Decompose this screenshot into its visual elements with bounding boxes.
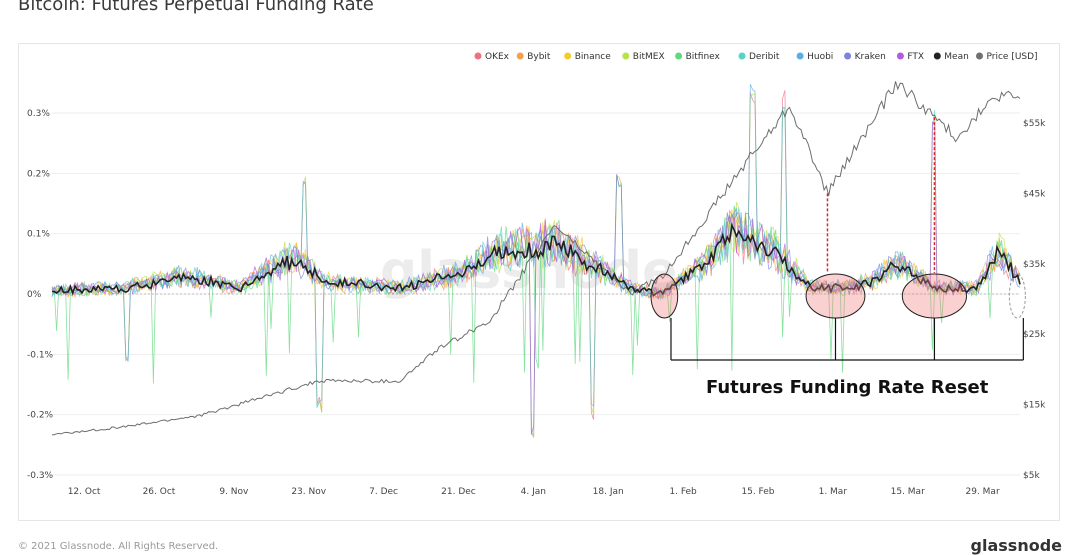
legend-swatch (738, 52, 746, 60)
highlight-ellipse (1008, 273, 1026, 319)
legend-label: Bybit (527, 52, 551, 62)
x-tick-label: 18. Jan (593, 487, 624, 497)
legend-label: Mean (944, 52, 969, 62)
price-line (51, 81, 1021, 436)
mean-line (51, 222, 1021, 297)
x-tick-label: 15. Mar (891, 487, 925, 497)
chart-frame (18, 43, 1060, 521)
series-line-bitfinex (51, 174, 1021, 384)
legend-swatch (844, 52, 852, 60)
legend-label: Binance (575, 52, 612, 62)
y-right-tick-label: $5k (1023, 471, 1040, 481)
legend-item-mean[interactable]: Mean (933, 52, 969, 62)
legend-item-deribit[interactable]: Deribit (738, 52, 780, 62)
x-tick-label: 7. Dec (369, 487, 398, 497)
y-left-tick-label: 0.3% (27, 109, 50, 119)
legend-label: OKEx (485, 52, 510, 62)
legend-swatch (976, 52, 983, 60)
legend[interactable]: OKEx Bybit Binance BitMEX Bitfinex Deribit Huo… (474, 52, 1038, 62)
x-tick-label: 1. Mar (819, 487, 848, 497)
legend-swatch (933, 52, 941, 60)
y-right-tick-label: $35k (1023, 260, 1046, 270)
legend-item-ftx[interactable]: FTX (896, 52, 924, 62)
legend-swatch (896, 52, 904, 60)
legend-swatch (622, 52, 630, 60)
legend-swatch (796, 52, 804, 60)
legend-item-bitfinex[interactable]: Bitfinex (675, 52, 721, 62)
highlight-ellipse (650, 273, 679, 319)
y-left-tick-label: -0.1% (27, 350, 54, 360)
highlight-ellipse (805, 273, 866, 319)
x-tick-label: 29. Mar (965, 487, 999, 497)
x-tick-label: 23. Nov (291, 487, 326, 497)
legend-item-kraken[interactable]: Kraken (844, 52, 886, 62)
legend-item-bybit[interactable]: Bybit (516, 52, 551, 62)
legend-swatch (474, 52, 482, 60)
x-tick-label: 12. Oct (68, 487, 101, 497)
legend-swatch (516, 52, 524, 60)
y-right-tick-label: $45k (1023, 189, 1046, 199)
brand-logo: glassnode (970, 536, 1062, 555)
x-tick-label: 15. Feb (741, 487, 774, 497)
legend-label: Deribit (749, 52, 780, 62)
legend-item-binance[interactable]: Binance (564, 52, 611, 62)
x-tick-label: 1. Feb (669, 487, 697, 497)
reset-annotation: Futures Funding Rate Reset (650, 117, 1026, 398)
annotation-label: Futures Funding Rate Reset (706, 377, 989, 398)
legend-label: Kraken (855, 52, 886, 62)
legend-label: FTX (907, 52, 924, 62)
y-left-tick-label: -0.2% (27, 411, 54, 421)
legend-swatch (564, 52, 572, 60)
legend-item-price-usd[interactable]: Price [USD] (976, 52, 1038, 62)
legend-label: Price [USD] (987, 52, 1038, 62)
legend-item-huobi[interactable]: Huobi (796, 52, 834, 62)
x-tick-label: 26. Oct (143, 487, 176, 497)
legend-swatch (675, 52, 683, 60)
mean-series (51, 222, 1021, 297)
y-axis-left: 0.3% 0.2% 0.1% 0% -0.1% -0.2% -0.3% (27, 109, 54, 481)
copyright-text: © 2021 Glassnode. All Rights Reserved. (18, 541, 219, 552)
y-left-tick-label: 0% (27, 290, 42, 300)
legend-item-okex[interactable]: OKEx (474, 52, 510, 62)
x-axis: 12. Oct 26. Oct 9. Nov 23. Nov 7. Dec 21. Dec… (68, 487, 1000, 497)
legend-item-bitmex[interactable]: BitMEX (622, 52, 665, 62)
page-title: Bitcoin: Futures Perpetual Funding Rate (18, 0, 374, 15)
legend-label: BitMEX (633, 52, 665, 62)
legend-label: Huobi (807, 52, 833, 62)
x-tick-label: 21. Dec (441, 487, 476, 497)
y-right-tick-label: $15k (1023, 401, 1046, 411)
y-right-tick-label: $25k (1023, 330, 1046, 340)
legend-label: Bitfinex (686, 52, 721, 62)
y-right-tick-label: $55k (1023, 119, 1046, 129)
y-axis-right: $55k $45k $35k $25k $15k $5k (1023, 119, 1046, 481)
highlight-ellipse (901, 273, 968, 319)
y-left-tick-label: -0.3% (27, 471, 54, 481)
y-left-tick-label: 0.1% (27, 230, 50, 240)
x-tick-label: 4. Jan (521, 487, 546, 497)
price-series (51, 81, 1021, 436)
y-left-tick-label: 0.2% (27, 169, 50, 179)
x-tick-label: 9. Nov (219, 487, 249, 497)
